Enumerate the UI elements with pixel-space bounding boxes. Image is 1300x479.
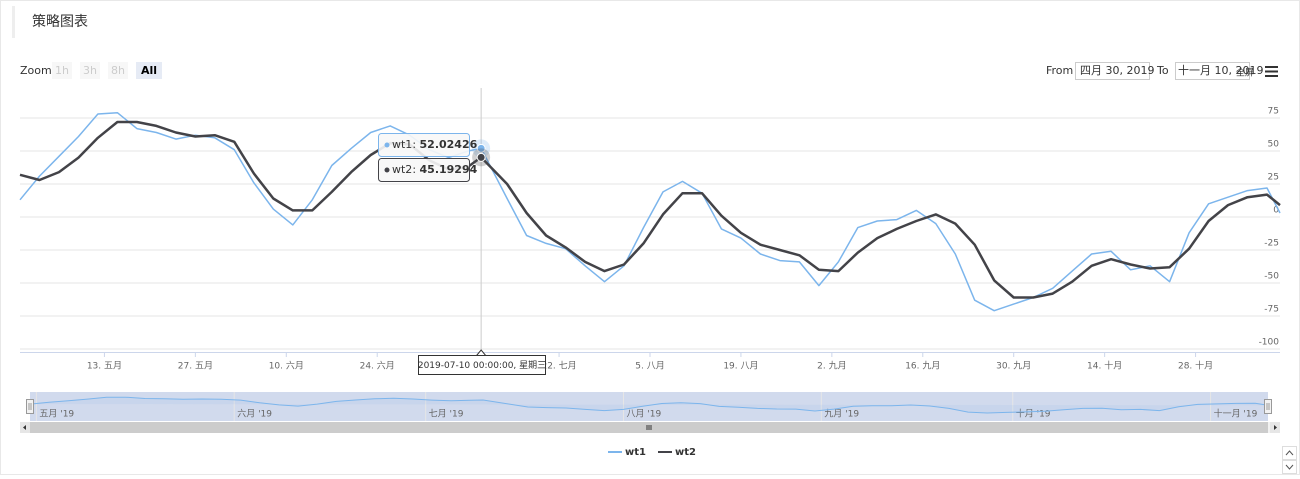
legend-label[interactable]: wt2 — [675, 447, 696, 458]
tooltip-box — [378, 158, 470, 182]
header-bar — [12, 6, 15, 38]
x-tick-label: 30. 九月 — [996, 361, 1031, 372]
y-tick-label: 25 — [1268, 173, 1279, 183]
tooltip-dot — [384, 167, 390, 173]
hover-marker — [476, 152, 486, 162]
range-button[interactable] — [108, 62, 128, 79]
tooltip-separator: : — [412, 138, 419, 151]
navigator-handle-grip — [28, 403, 32, 410]
x-tick-label: 5. 八月 — [635, 361, 664, 372]
range-button[interactable] — [80, 62, 100, 79]
range-button-label[interactable]: 3h — [83, 64, 97, 77]
scrollbar-grip — [646, 425, 652, 430]
fullscreen-label[interactable]: 全屏 — [1236, 67, 1254, 79]
to-value[interactable]: 十一月 10, 2019 — [1178, 63, 1263, 77]
scroll-down-icon — [1285, 464, 1294, 470]
x-tick-label: 14. 十月 — [1087, 360, 1122, 372]
scroll-down[interactable] — [1282, 460, 1297, 474]
x-tick-label: 13. 五月 — [87, 361, 122, 372]
navigator-mask — [30, 392, 1268, 421]
navigator-label: 十月 '19 — [1016, 408, 1051, 420]
x-tick-label: 16. 九月 — [905, 361, 940, 372]
zoom-label: Zoom — [20, 64, 52, 77]
page-scroller[interactable] — [1282, 446, 1297, 474]
from-value[interactable]: 四月 30, 2019 — [1080, 64, 1154, 77]
tooltip-series-name: wt2 — [392, 163, 412, 176]
series-line — [19, 120, 1281, 299]
hover-marker — [476, 143, 486, 153]
tooltip-text: wt2: 45.19294 — [392, 163, 478, 176]
range-button[interactable] — [52, 62, 72, 79]
navigator-bg — [20, 392, 1280, 421]
y-tick-label: 50 — [1268, 140, 1280, 150]
crosshair-label-box — [418, 355, 546, 375]
range-button-label[interactable]: 1h — [55, 64, 69, 77]
crosshair-label: 2019-07-10 00:00:00, 星期三 — [418, 360, 546, 371]
navigator-label: 六月 '19 — [237, 408, 272, 420]
x-tick-label: 28. 十月 — [1178, 360, 1213, 372]
x-tick-label: 22. 七月 — [541, 361, 576, 372]
header-title: 策略图表 — [32, 13, 88, 30]
to-label: To — [1156, 64, 1169, 77]
y-tick-label: -50 — [1264, 272, 1279, 282]
tooltip-separator: : — [412, 163, 419, 176]
y-tick-label: -75 — [1264, 305, 1279, 315]
y-tick-label: 75 — [1268, 107, 1279, 117]
from-label: From — [1046, 64, 1073, 77]
range-button[interactable] — [136, 62, 162, 79]
x-tick-label: 19. 八月 — [723, 361, 758, 372]
navigator-line — [29, 396, 1269, 414]
x-tick-label: 2. 九月 — [817, 361, 846, 372]
tooltip-series-name: wt1 — [392, 138, 412, 151]
navigator-label: 七月 '19 — [429, 409, 464, 420]
navigator-handle[interactable] — [1264, 399, 1272, 414]
navigator-handle[interactable] — [26, 399, 34, 414]
scroll-up[interactable] — [1282, 446, 1297, 460]
menu-button[interactable] — [1265, 66, 1278, 77]
x-tick-label: 24. 六月 — [360, 360, 395, 372]
y-tick-label: -25 — [1264, 239, 1279, 249]
navigator-label: 十一月 '19 — [1214, 408, 1258, 420]
scrollbar-right-arrow — [1274, 425, 1277, 430]
x-tick-label: 27. 五月 — [178, 361, 213, 372]
from-input[interactable] — [1075, 62, 1150, 80]
y-tick-label: -100 — [1259, 338, 1280, 348]
navigator-label: 九月 '19 — [824, 409, 859, 420]
scroll-up-icon — [1285, 450, 1294, 456]
tooltip-dot — [384, 142, 390, 148]
series-line — [19, 111, 1281, 312]
range-button-label[interactable]: 8h — [111, 64, 125, 77]
to-input[interactable] — [1175, 62, 1250, 80]
y-tick-label: 0 — [1273, 206, 1279, 216]
navigator-label: 八月 '19 — [626, 409, 661, 420]
tooltip-value: 52.02426 — [420, 138, 478, 151]
navigator-handle-grip — [1266, 403, 1270, 410]
legend-label[interactable]: wt1 — [625, 447, 646, 458]
tooltip-value: 45.19294 — [420, 163, 478, 176]
tooltip-text: wt1: 52.02426 — [392, 138, 478, 151]
scrollbar-left-arrow — [23, 425, 26, 430]
x-tick-label: 10. 六月 — [269, 360, 304, 372]
tooltip-box — [378, 133, 470, 157]
range-button-label[interactable]: All — [141, 64, 157, 77]
navigator-label: 五月 '19 — [39, 409, 74, 420]
